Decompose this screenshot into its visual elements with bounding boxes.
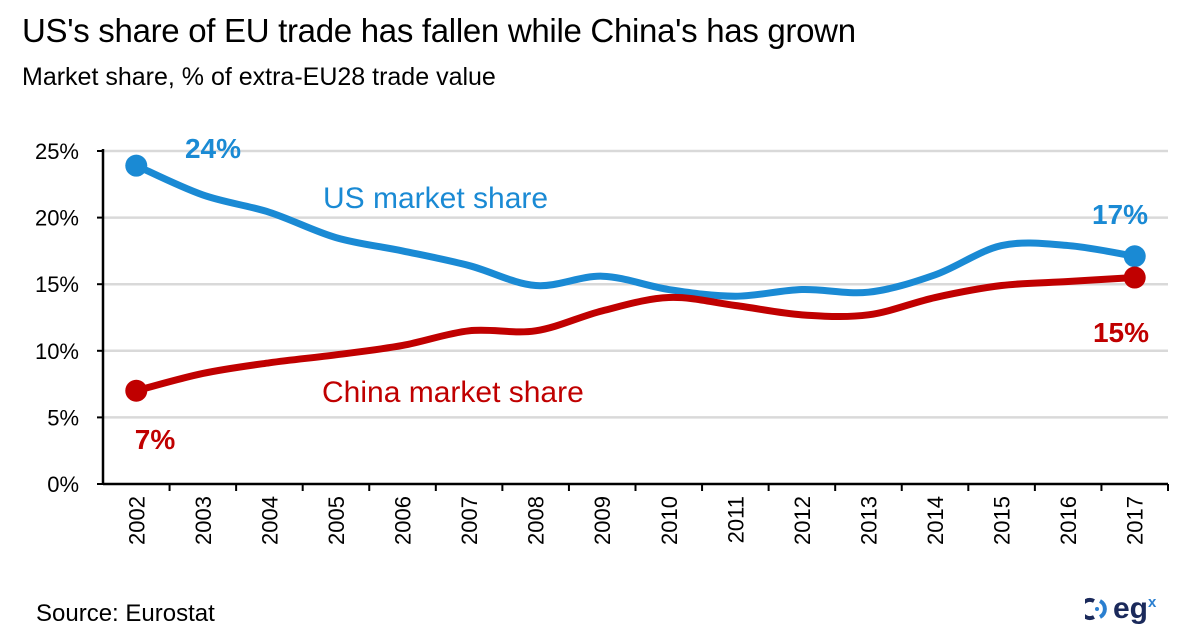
china-start-label: 7%: [135, 424, 176, 455]
y-tick-label: 20%: [35, 206, 79, 231]
chart-title: US's share of EU trade has fallen while …: [22, 12, 856, 49]
china-end-label: 15%: [1093, 317, 1149, 348]
y-tick-label: 25%: [35, 139, 79, 164]
x-tick-label: 2011: [723, 496, 748, 543]
x-tick-label: 2004: [257, 496, 282, 545]
x-tick-label: 2017: [1123, 496, 1148, 545]
source-note: Source: Eurostat: [36, 600, 215, 627]
y-tick-label: 5%: [47, 405, 79, 430]
x-tick-label: 2013: [856, 496, 881, 545]
x-tick-label: 2003: [191, 496, 216, 545]
x-tick-label: 2016: [1056, 496, 1081, 545]
china-series-label: China market share: [322, 376, 584, 409]
china-data-point: [125, 379, 148, 402]
y-tick-label: 10%: [35, 339, 79, 364]
us-end-label: 17%: [1092, 199, 1148, 230]
china-data-point: [1123, 266, 1146, 289]
us-data-point: [125, 154, 148, 177]
x-tick-label: 2012: [790, 496, 815, 545]
x-tick-label: 2008: [524, 496, 549, 545]
x-tick-label: 2009: [590, 496, 615, 545]
x-tick-label: 2007: [457, 496, 482, 545]
us-start-label: 24%: [185, 133, 241, 164]
us-data-point: [1123, 245, 1146, 268]
x-tick-label: 2005: [324, 496, 349, 545]
egx-logo: eg x: [1085, 592, 1157, 625]
us-series-label: US market share: [323, 182, 548, 215]
china-series-line: [132, 274, 1139, 395]
x-tick-label: 2002: [124, 496, 149, 545]
logo-mark-icon: [1085, 598, 1107, 620]
x-tick-label: 2010: [657, 496, 682, 545]
x-tick-label: 2014: [923, 496, 948, 545]
logo-text: eg: [1113, 592, 1149, 625]
chart-subtitle: Market share, % of extra-EU28 trade valu…: [22, 63, 496, 91]
y-tick-label: 0%: [47, 472, 79, 497]
x-tick-label: 2015: [990, 496, 1015, 545]
y-tick-label: 15%: [35, 272, 79, 297]
logo-superscript: x: [1148, 594, 1157, 611]
x-tick-label: 2006: [391, 496, 416, 545]
us-series-line: [132, 162, 1139, 300]
